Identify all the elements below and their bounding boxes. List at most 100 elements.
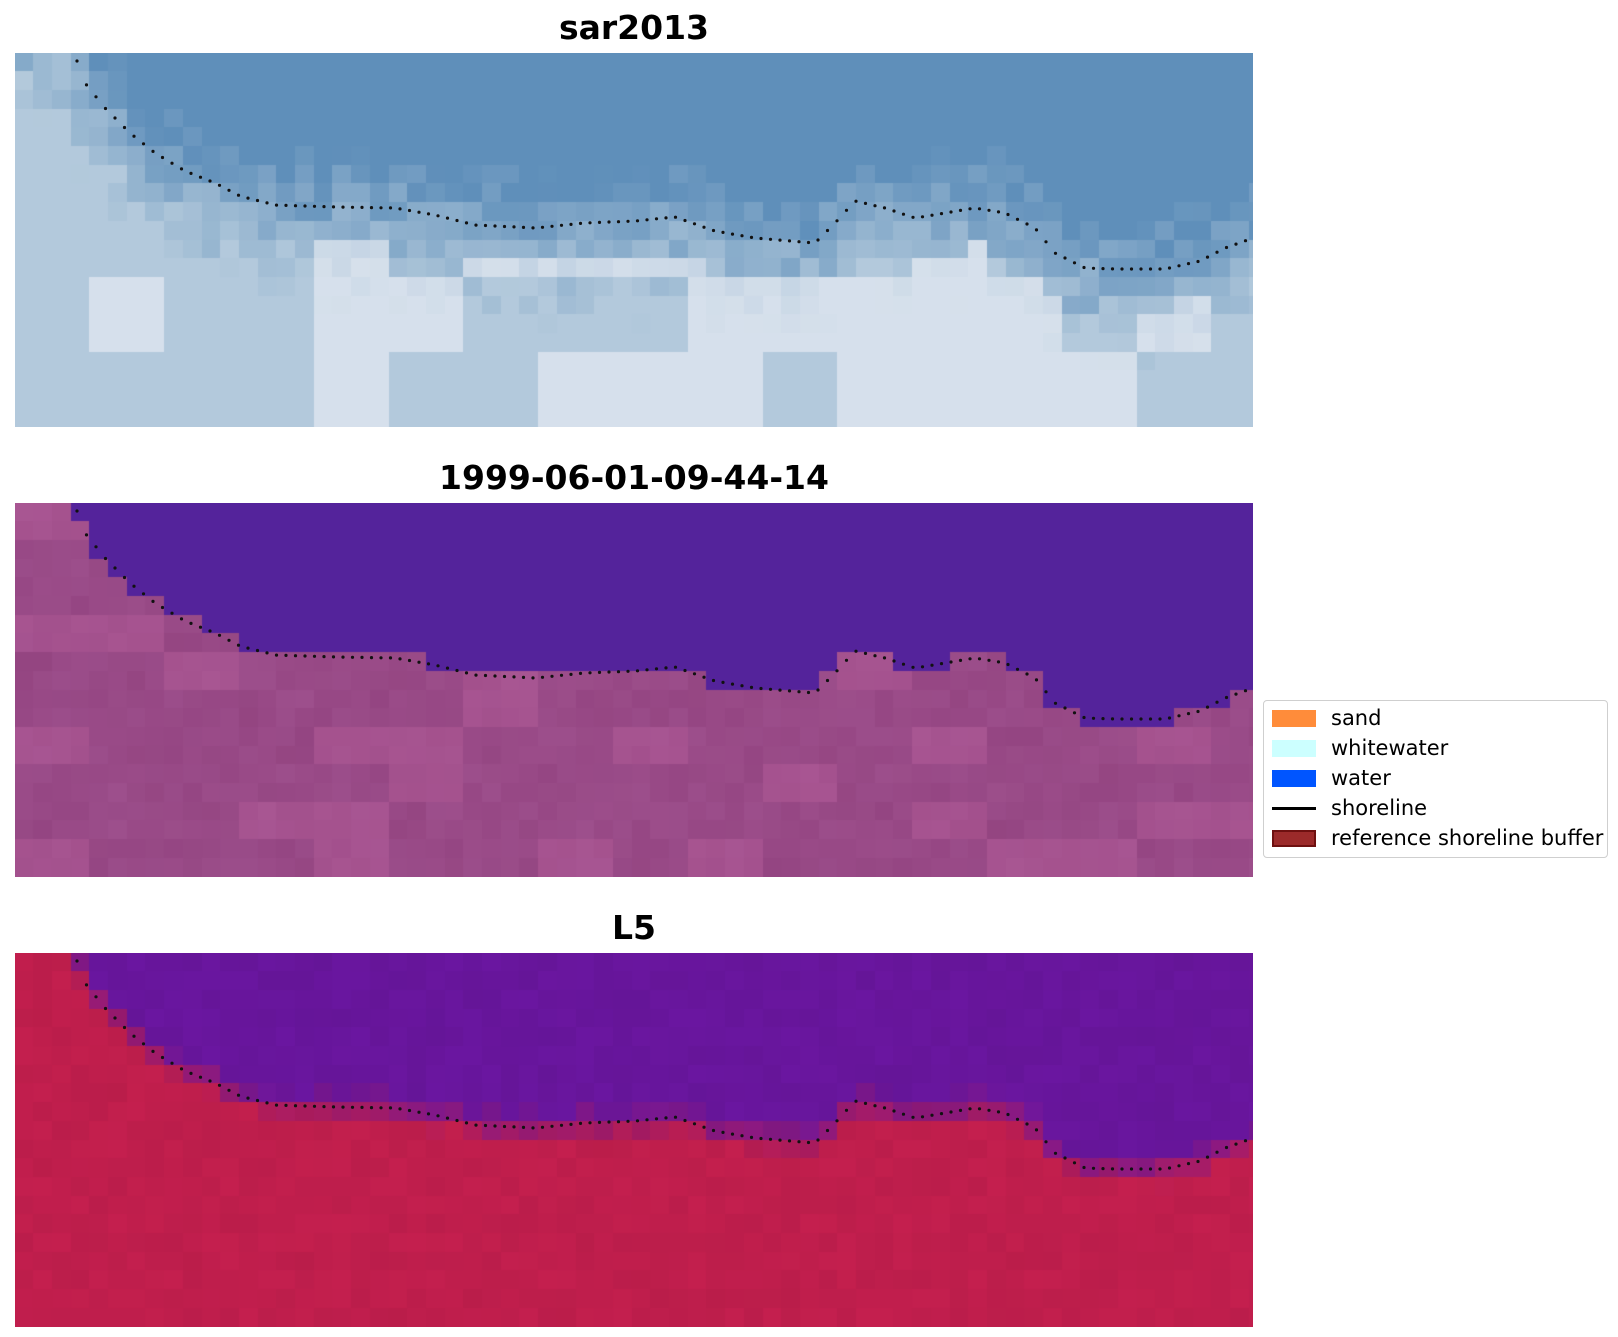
- shoreline-point: [217, 633, 222, 637]
- shoreline-point: [122, 575, 127, 580]
- shoreline-point: [1082, 265, 1086, 270]
- shoreline-point: [75, 59, 79, 63]
- shoreline-point: [692, 222, 697, 226]
- shoreline-point: [588, 671, 592, 675]
- shoreline-point: [588, 1121, 592, 1125]
- shoreline-point: [360, 205, 364, 209]
- shoreline-point: [711, 228, 716, 233]
- shoreline-point: [369, 1106, 374, 1110]
- shoreline-point: [407, 208, 412, 213]
- shoreline-point: [996, 660, 1001, 664]
- shoreline-point: [949, 1110, 953, 1114]
- legend-label-reference-buffer: reference shoreline buffer: [1331, 826, 1604, 850]
- shoreline-overlay-rgb: [75, 59, 1248, 271]
- shoreline-point: [1129, 717, 1134, 721]
- shoreline-point: [1053, 701, 1058, 705]
- shoreline-point: [569, 222, 573, 226]
- legend-line-shoreline: [1272, 807, 1316, 810]
- shoreline-point: [939, 662, 944, 666]
- shoreline-point: [493, 1124, 497, 1128]
- shoreline-point: [398, 657, 402, 661]
- shoreline-point: [958, 208, 963, 212]
- shoreline-point: [806, 690, 811, 695]
- shoreline-point: [1148, 267, 1153, 271]
- shoreline-point: [1091, 716, 1096, 720]
- shoreline-point: [654, 1117, 659, 1121]
- shoreline-point: [626, 669, 630, 673]
- shoreline-point: [873, 654, 877, 658]
- shoreline-point: [189, 621, 193, 625]
- shoreline-point: [958, 1108, 963, 1112]
- shoreline-point: [569, 1122, 573, 1126]
- shoreline-point: [1034, 1128, 1039, 1132]
- shoreline-point: [1224, 245, 1229, 250]
- shoreline-point: [417, 1110, 421, 1114]
- shoreline-point: [683, 668, 687, 673]
- shoreline-point: [502, 1124, 507, 1129]
- index-image-panel: [15, 953, 1253, 1327]
- shoreline-point: [217, 1083, 222, 1087]
- shoreline-point: [1044, 1140, 1048, 1144]
- shoreline-point: [151, 1049, 155, 1053]
- shoreline-point: [835, 1119, 839, 1123]
- shoreline-point: [179, 167, 184, 171]
- shoreline-point: [1006, 212, 1010, 217]
- shoreline-point: [122, 125, 127, 130]
- shoreline-point: [1063, 256, 1067, 260]
- shoreline-point: [236, 1093, 241, 1097]
- shoreline-point: [236, 643, 241, 647]
- shoreline-point: [350, 205, 355, 209]
- shoreline-point: [331, 205, 336, 209]
- shoreline-point: [303, 654, 307, 658]
- shoreline-point: [740, 234, 744, 238]
- shoreline-point: [274, 203, 279, 207]
- shoreline-point: [730, 682, 735, 686]
- shoreline-point: [759, 1136, 763, 1141]
- shoreline-point: [132, 134, 136, 138]
- shoreline-point: [436, 1114, 440, 1118]
- shoreline-point: [1215, 250, 1219, 254]
- shoreline-point: [208, 1079, 212, 1083]
- shoreline-point: [664, 666, 668, 670]
- shoreline-point: [521, 675, 526, 679]
- shoreline-point: [1025, 1122, 1029, 1126]
- shoreline-point: [293, 654, 298, 658]
- shoreline-point: [664, 1116, 668, 1120]
- title-classified: 1999-06-01-09-44-14: [439, 458, 829, 497]
- shoreline-point: [1167, 716, 1172, 720]
- shoreline-point: [787, 1139, 792, 1143]
- shoreline-point: [312, 654, 317, 658]
- shoreline-point: [968, 207, 972, 211]
- shoreline-point: [882, 1106, 887, 1110]
- shoreline-point: [531, 226, 535, 230]
- shoreline-point: [626, 1119, 630, 1123]
- shoreline-point: [179, 617, 184, 621]
- shoreline-point: [654, 217, 659, 221]
- legend-item-whitewater: whitewater: [1264, 733, 1607, 763]
- shoreline-point: [1158, 717, 1162, 721]
- shoreline-point: [493, 224, 497, 228]
- shoreline-point: [369, 206, 374, 210]
- shoreline-point: [255, 198, 260, 203]
- shoreline-point: [759, 686, 763, 691]
- shoreline-point: [417, 210, 421, 214]
- shoreline-point: [322, 1105, 326, 1109]
- shoreline-point: [1196, 709, 1200, 714]
- shoreline-point: [920, 665, 925, 669]
- shoreline-point: [607, 1120, 611, 1124]
- legend-item-sand: sand: [1264, 703, 1607, 733]
- shoreline-point: [968, 657, 972, 661]
- shoreline-point: [930, 213, 934, 217]
- shoreline-point: [331, 1105, 336, 1109]
- shoreline-point: [227, 188, 231, 192]
- shoreline-point: [1196, 1159, 1200, 1164]
- shoreline-point: [407, 1108, 412, 1113]
- shoreline-point: [1139, 1167, 1143, 1171]
- shoreline-point: [920, 1115, 925, 1119]
- legend-label-shoreline: shoreline: [1331, 796, 1428, 820]
- shoreline-point: [540, 225, 545, 229]
- shoreline-point: [825, 228, 830, 233]
- legend-item-shoreline: shoreline: [1264, 793, 1607, 823]
- shoreline-point: [987, 1108, 991, 1112]
- shoreline-point: [426, 212, 431, 216]
